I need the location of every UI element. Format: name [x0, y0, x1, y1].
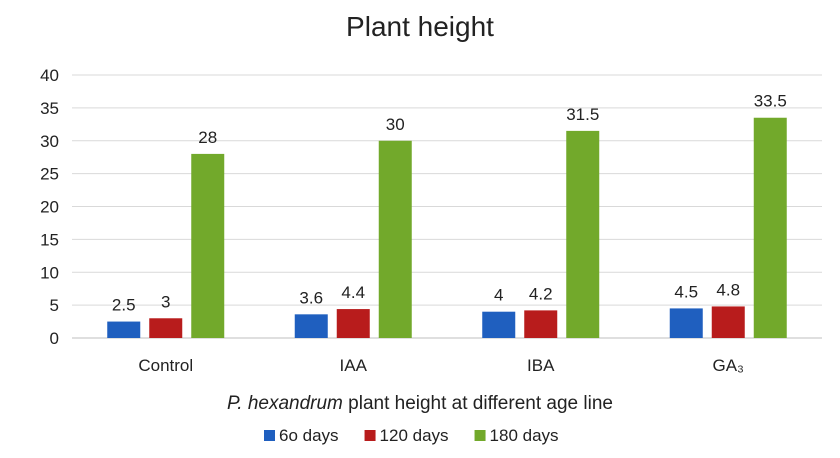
data-label: 4.8: [716, 280, 740, 299]
category-label: GA₃: [713, 356, 745, 375]
x-axis: Control IAA IBA GA₃: [138, 356, 744, 375]
y-tick-label: 20: [40, 198, 59, 217]
y-tick-label: 0: [50, 329, 59, 348]
y-tick-label: 25: [40, 165, 59, 184]
bar: [191, 153, 225, 338]
data-label: 30: [386, 115, 405, 134]
y-tick-label: 5: [50, 296, 59, 315]
data-label: 3.6: [299, 288, 323, 307]
y-tick-label: 40: [40, 66, 59, 85]
y-tick-label: 30: [40, 132, 59, 151]
data-label: 4.5: [674, 282, 698, 301]
data-label: 4: [494, 286, 503, 305]
bar: [566, 130, 600, 338]
bar: [711, 306, 745, 338]
y-tick-label: 35: [40, 99, 59, 118]
data-label: 31.5: [566, 105, 599, 124]
bar: [482, 311, 516, 338]
bar: [336, 309, 370, 338]
y-tick-label: 15: [40, 230, 59, 249]
category-label: IBA: [527, 356, 555, 375]
category-label: Control: [138, 356, 193, 375]
x-axis-title-rest: plant height at different age line: [343, 393, 613, 414]
data-label: 3: [161, 292, 170, 311]
x-axis-title: P. hexandrum plant height at different a…: [227, 393, 613, 414]
bar: [149, 318, 183, 338]
data-label: 2.5: [112, 296, 136, 315]
y-axis: 0 5 10 15 20 25 30 35 40: [40, 66, 59, 348]
bars: 2.5 3 28 3.6 4.4 30 4 4.2 31.5 4.5 4.8 33.5: [107, 92, 787, 338]
bar: [107, 321, 141, 338]
category-label: IAA: [340, 356, 368, 375]
data-label: 28: [198, 128, 217, 147]
legend-swatch: [264, 430, 275, 441]
legend-swatch: [474, 430, 486, 441]
data-label: 33.5: [754, 92, 787, 111]
data-label: 4.2: [529, 284, 553, 303]
legend: 6o days 120 days 180 days: [264, 426, 559, 445]
legend-label: 120 days: [380, 426, 449, 445]
data-label: 4.4: [341, 283, 365, 302]
chart-title: Plant height: [346, 11, 494, 42]
bar: [294, 314, 328, 338]
bar: [524, 310, 558, 338]
legend-swatch: [364, 430, 376, 441]
bar: [378, 140, 412, 338]
gridlines: [72, 74, 822, 339]
x-axis-title-italic: P. hexandrum: [227, 393, 343, 414]
legend-label: 6o days: [279, 426, 339, 445]
legend-label: 180 days: [490, 426, 559, 445]
bar: [669, 308, 703, 338]
y-tick-label: 10: [40, 263, 59, 282]
bar: [753, 117, 787, 338]
